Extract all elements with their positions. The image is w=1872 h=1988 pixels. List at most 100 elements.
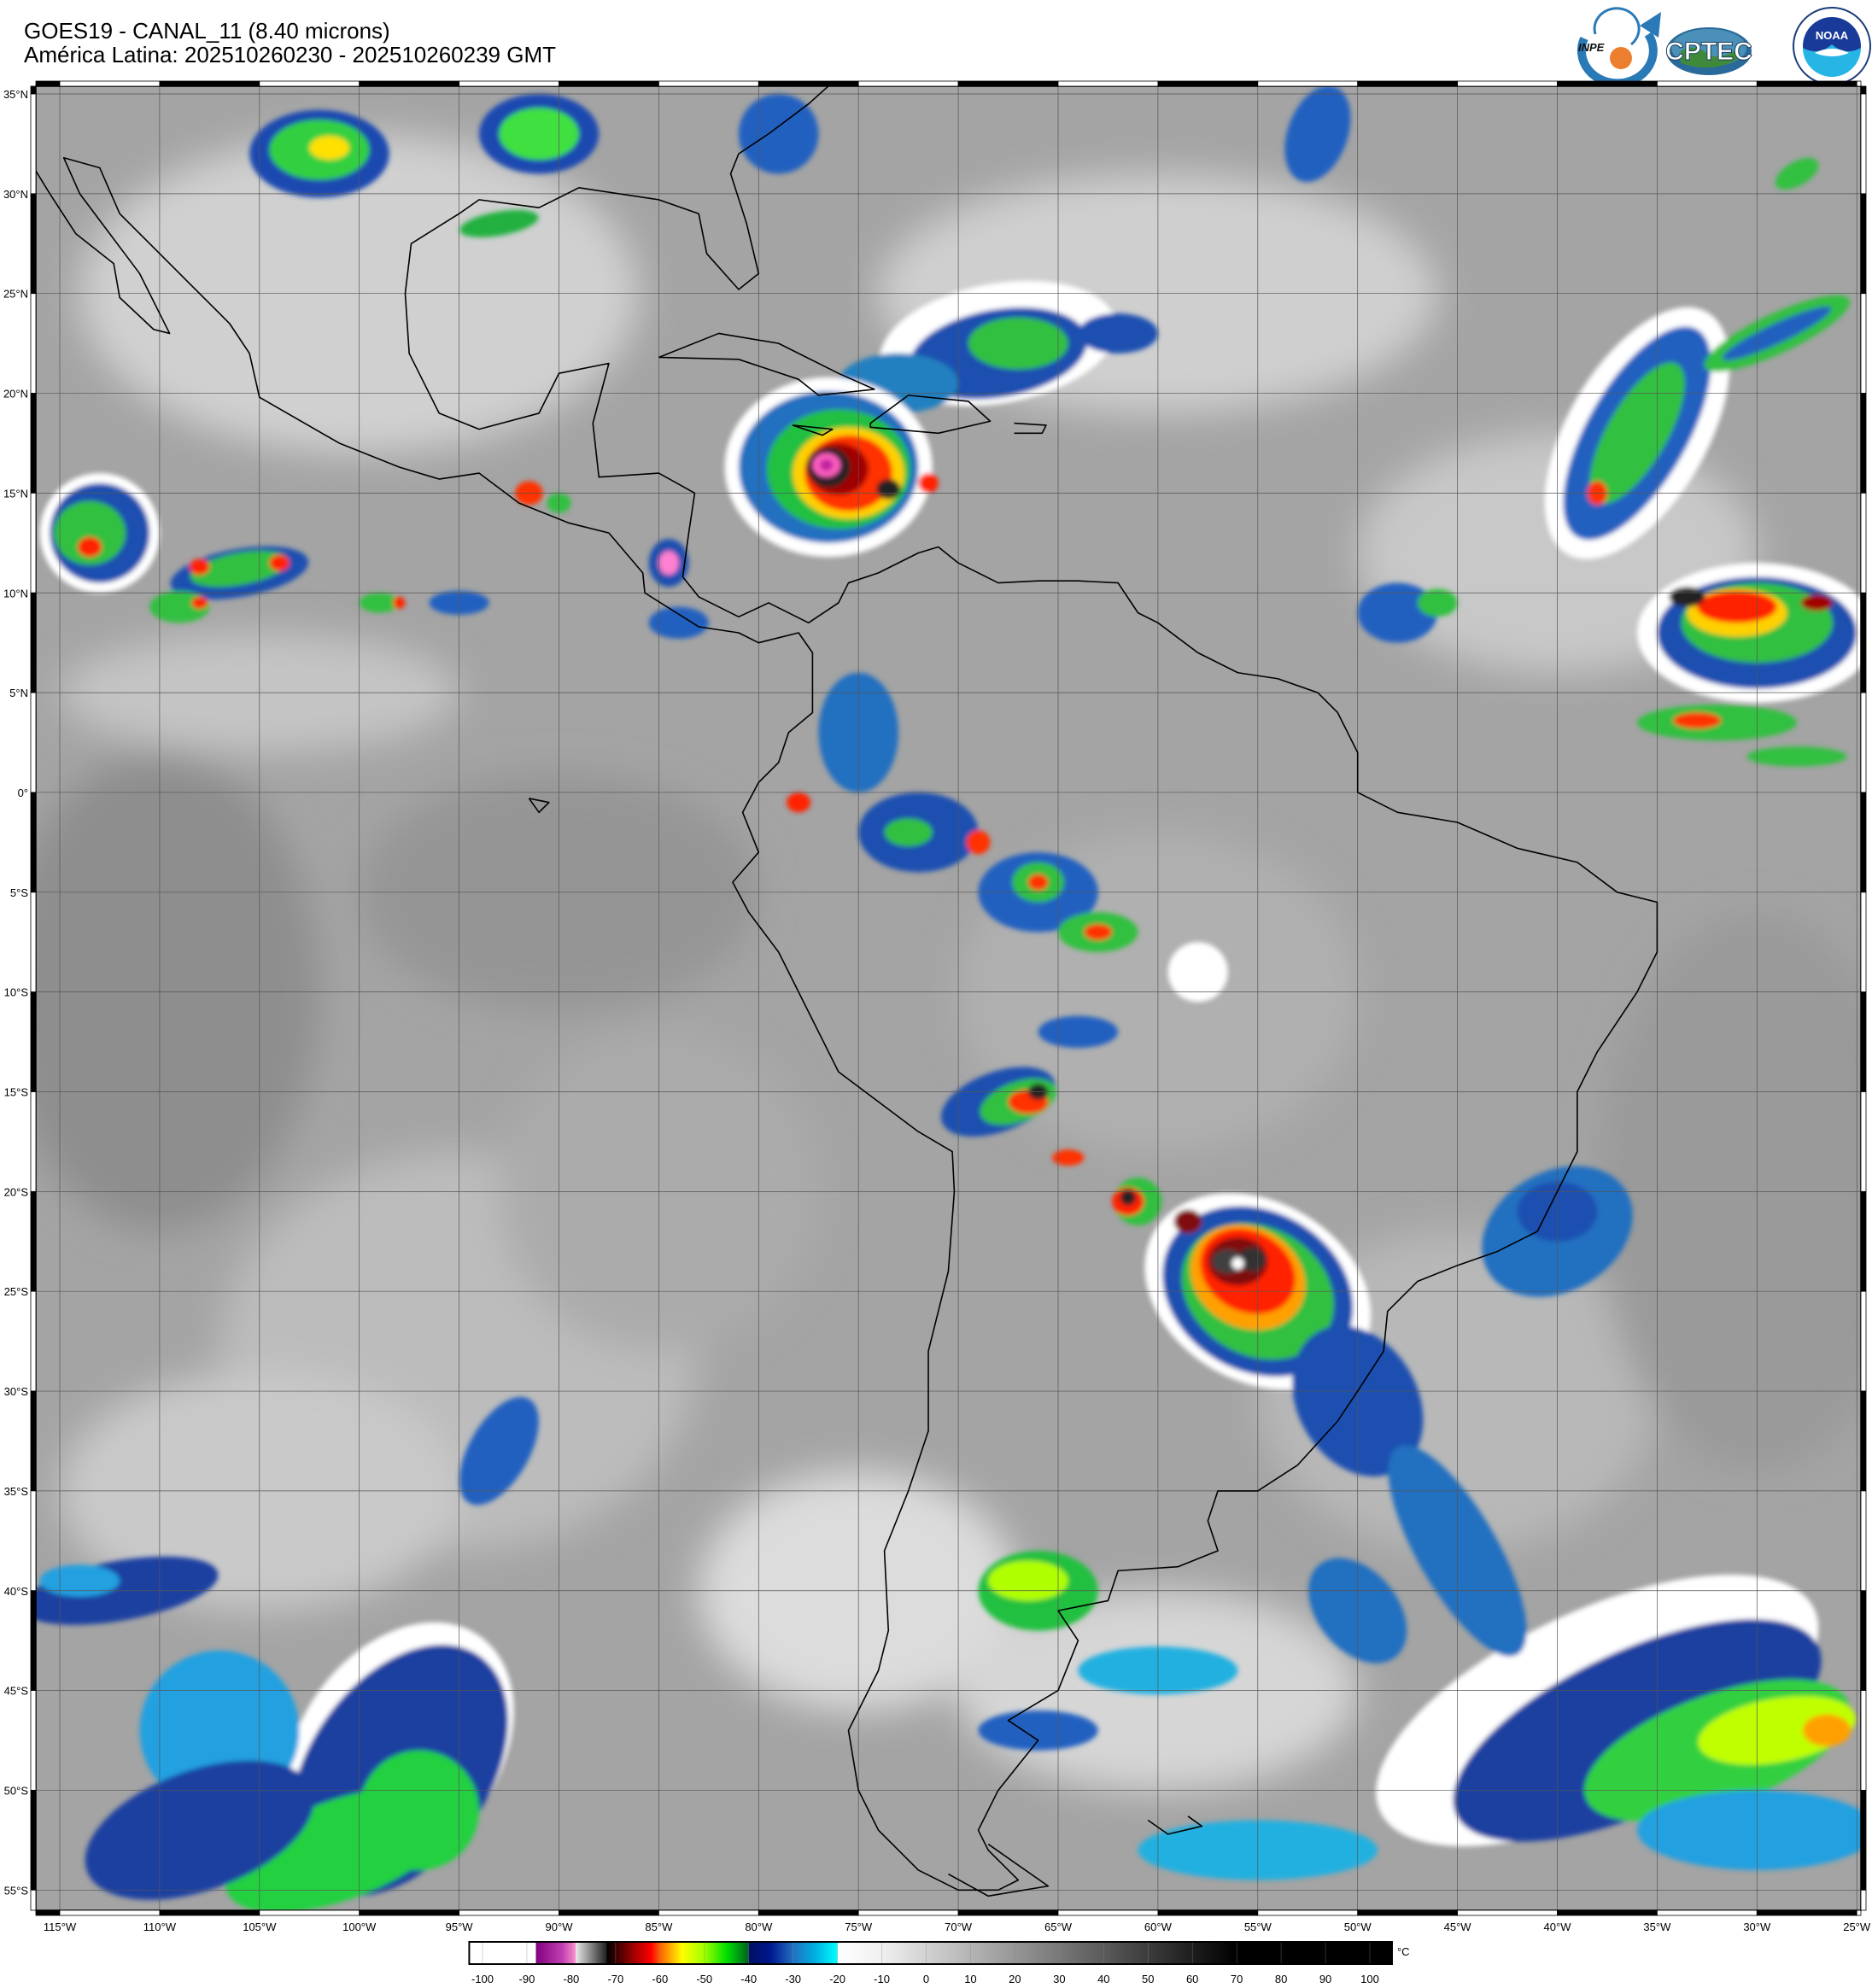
frame-segment [459,80,559,87]
latitude-label: 30°S [4,1385,29,1398]
latitude-label: 35°N [3,88,28,101]
cloud-blob [53,500,126,565]
frame-segment [957,1909,1059,1916]
cloud-blob [1697,590,1777,623]
coastline [1014,422,1047,435]
frame-segment [1860,1190,1867,1292]
frame-segment [1856,1909,1862,1916]
frame-segment [1657,80,1758,87]
frame-segment [1860,1490,1867,1592]
cloud-blob [39,1564,120,1597]
cloud-blob [1722,306,1832,360]
colorbar-tick-label: -90 [519,1973,535,1985]
cloud-blob [1775,157,1819,190]
colorbar-tick-label: -80 [564,1973,580,1985]
frame-segment [1860,193,1867,295]
cloud-blob [459,1396,539,1506]
coastlines [36,86,1658,1897]
cloud-blob [1078,313,1158,354]
cloud-blob [1746,746,1847,767]
latitude-label: 20°N [3,388,28,401]
cloud-blob [819,459,834,471]
frame-segment [1357,80,1458,87]
latitude-label: 25°S [4,1285,29,1298]
inpe-logo-text: INPE [1578,41,1605,54]
frame-segment [1860,592,1867,693]
colorbar-tick-label: 10 [964,1973,976,1985]
frame-segment [1860,1590,1867,1691]
cloud-blob [1589,362,1685,505]
cloud-blob [1051,1149,1085,1166]
cloud-blob [988,1560,1068,1601]
longitude-label: 60°W [1144,1921,1173,1933]
latitude-label: 5°N [9,687,28,699]
colorbar-tick-label: 30 [1053,1973,1065,1985]
frame-segment [159,1909,260,1916]
frame-segment [758,1909,859,1916]
frame-segment [1457,1909,1558,1916]
colorbar-tick-label: -30 [785,1973,801,1985]
latitude-label: 0° [18,786,28,799]
frame-segment [1860,1390,1867,1492]
satellite-map[interactable] [0,77,1872,1938]
colorbar-gradient [468,1941,1393,1965]
cloud-blob [876,479,901,500]
colorbar-tick-label: -10 [874,1973,890,1985]
colorbar-tick-label: -50 [696,1973,712,1985]
inpe-logo: INPE [1577,7,1661,88]
frame-segment [1057,80,1159,87]
colorbar-tick-label: -40 [740,1973,757,1985]
cloud-blob [1669,587,1705,607]
frame-segment [35,80,61,87]
frame-segment [259,80,360,87]
cloud-blob [978,1710,1098,1751]
frame-segment [30,1190,37,1292]
frame-segment [30,991,37,1092]
coastline [1147,1816,1203,1835]
cloud-blob [648,606,709,640]
latitude-label: 10°S [4,986,29,999]
frame-segment [1860,892,1867,993]
cloud-blob [1038,1015,1119,1049]
frame-segment [1860,991,1867,1092]
frame-segment [30,1091,37,1192]
cloud-blob [1284,86,1351,182]
frame-segment [559,80,659,87]
cloud-blob [884,818,933,847]
cloud-blob [1167,942,1228,1003]
cloud-blob [918,473,939,494]
frame-segment [30,193,37,295]
longitude-label: 40°W [1544,1921,1572,1933]
frame-segment [30,393,37,494]
cloud-blob [1800,594,1834,611]
longitude-label: 105°W [243,1921,277,1933]
colorbar-tick-label: -70 [607,1973,623,1985]
frame-segment [1257,80,1359,87]
latitude-label: 40°S [4,1585,29,1598]
cloud-blob [966,830,991,855]
frame-segment [1057,1909,1159,1916]
frame-segment [30,1390,37,1492]
frame-segment [1157,80,1259,87]
frame-segment [30,692,37,793]
frame-segment [259,1909,360,1916]
colorbar-tick-label: 50 [1142,1973,1154,1985]
colorbar-tick-label: 90 [1319,1973,1331,1985]
frame-segment [30,1590,37,1691]
frame-segment [1657,1909,1758,1916]
frame-segment [1860,1091,1867,1192]
frame-segment [1257,1909,1359,1916]
colorbar-tick-label: -100 [471,1973,494,1985]
colorbar-tick-label: 40 [1097,1973,1109,1985]
cloud-blob [1231,1257,1244,1270]
frame-segment [30,1889,37,1911]
longitude-label: 100°W [342,1921,377,1933]
noaa-logo: NOAA [1793,7,1871,85]
frame-segment [30,1790,37,1891]
latitude-label: 30°N [3,188,28,201]
frame-segment [1860,792,1867,893]
frame-segment [559,1909,659,1916]
latitude-label: 35°S [4,1485,29,1498]
cloud-blob [1120,1190,1137,1206]
cloud-blob [85,1760,314,1900]
